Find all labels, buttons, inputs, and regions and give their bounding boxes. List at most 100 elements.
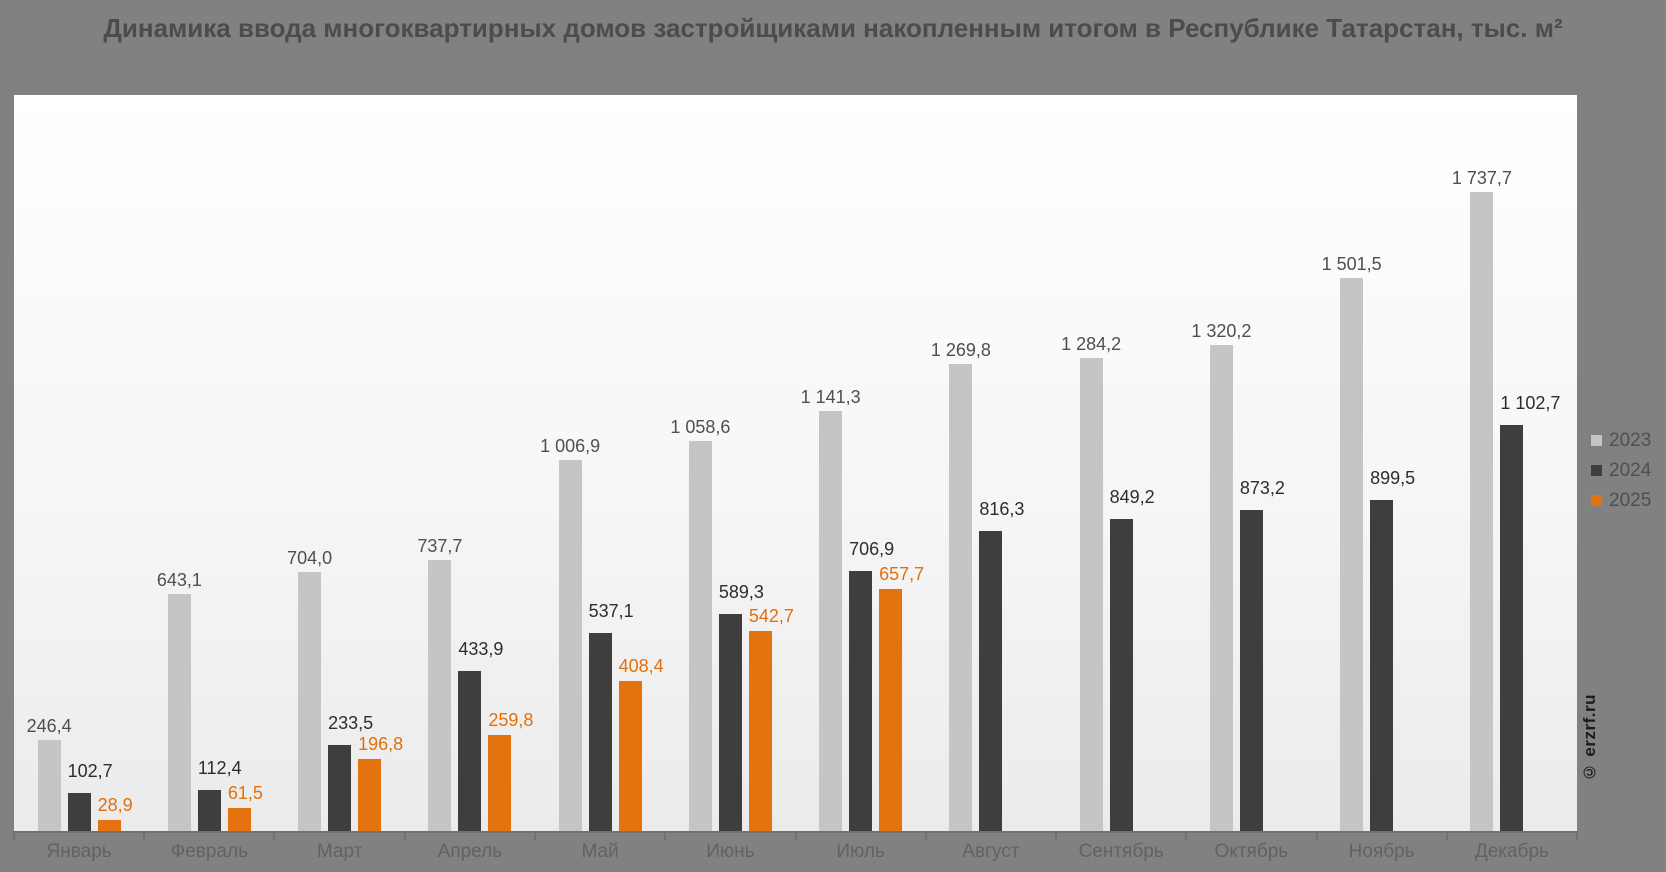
x-axis-label: Май xyxy=(581,841,619,862)
bar-2023 xyxy=(949,363,973,831)
bar-2023 xyxy=(37,740,61,831)
bar-slot-2024: 849,2 xyxy=(1109,95,1155,831)
watermark: © erzrf.ru xyxy=(1580,694,1599,782)
value-label-2024: 899,5 xyxy=(1370,467,1416,488)
bar-groups: 246,4 102,7 28,9 643,1 112,4 61,5 704,0 233,5 19… xyxy=(14,95,1577,831)
bar-slot-2025: 61,5 xyxy=(227,95,263,831)
bar-slot-2023: 1 058,6 xyxy=(670,95,730,831)
bar-2023 xyxy=(1340,278,1364,831)
bar-slot-2025 xyxy=(1400,95,1423,831)
value-label-2023: 1 269,8 xyxy=(930,339,991,360)
bar-slot-2023: 1 269,8 xyxy=(931,95,991,831)
value-label-2023: 1 141,3 xyxy=(800,387,861,408)
legend-swatch-icon xyxy=(1591,495,1602,506)
bar-slot-2023: 1 737,7 xyxy=(1452,95,1512,831)
value-label-2025: 61,5 xyxy=(227,783,263,804)
bar-2025 xyxy=(879,588,903,831)
bar-2024 xyxy=(979,530,1003,831)
value-label-2023: 643,1 xyxy=(156,570,202,591)
legend: 2023 2024 2025 xyxy=(1591,431,1651,510)
bar-slot-2024: 589,3 xyxy=(718,95,764,831)
bar-slot-2024: 112,4 xyxy=(197,95,242,831)
bar-2025 xyxy=(358,758,382,831)
bar-group-9: 1 284,2 849,2 xyxy=(1056,95,1186,831)
x-axis-labels: Январь Февраль Март Апрель Май Июнь Июль Август… xyxy=(14,841,1577,863)
bar-2024 xyxy=(1500,425,1524,831)
axis-tick xyxy=(1054,831,1057,840)
x-axis-label: Февраль xyxy=(170,841,248,862)
axis-tick xyxy=(403,831,406,840)
bar-slot-2024: 899,5 xyxy=(1370,95,1415,831)
legend-item-2025[interactable]: 2025 xyxy=(1591,491,1651,510)
legend-item-2024[interactable]: 2024 xyxy=(1591,461,1651,480)
x-axis-label: Сентябрь xyxy=(1078,841,1164,862)
value-label-2024: 816,3 xyxy=(979,498,1025,519)
x-axis-label: Март xyxy=(316,841,363,862)
value-label-2024: 433,9 xyxy=(458,639,504,660)
value-label-2023: 1 737,7 xyxy=(1451,167,1512,188)
bar-2023 xyxy=(298,571,322,831)
value-label-2025: 657,7 xyxy=(879,563,925,584)
bar-slot-2023: 704,0 xyxy=(287,95,332,831)
bar-slot-2023: 246,4 xyxy=(27,95,72,831)
bar-slot-2023: 1 006,9 xyxy=(540,95,600,831)
value-label-2023: 704,0 xyxy=(287,547,333,568)
bar-slot-2025: 28,9 xyxy=(97,95,133,831)
value-label-2023: 737,7 xyxy=(417,535,463,556)
axis-tick xyxy=(143,831,146,840)
bar-slot-2024: 873,2 xyxy=(1239,95,1285,831)
bar-slot-2024: 1 102,7 xyxy=(1500,95,1560,831)
bar-slot-2024: 816,3 xyxy=(979,95,1024,831)
x-axis-label: Апрель xyxy=(437,841,503,862)
x-axis-label: Декабрь xyxy=(1474,841,1549,862)
bar-slot-2023: 1 501,5 xyxy=(1322,95,1382,831)
bar-2024 xyxy=(718,614,742,831)
value-label-2025: 408,4 xyxy=(618,655,664,676)
x-axis-label: Август xyxy=(962,841,1020,862)
bar-slot-2024: 706,9 xyxy=(849,95,894,831)
bar-2024 xyxy=(1239,509,1263,831)
value-label-2024: 589,3 xyxy=(718,582,764,603)
axis-tick xyxy=(13,831,15,840)
bar-2024 xyxy=(1370,499,1394,831)
bar-2025 xyxy=(748,631,772,831)
bar-slot-2025 xyxy=(1270,95,1293,831)
bar-2024 xyxy=(1109,518,1133,831)
bar-2025 xyxy=(227,808,251,831)
bar-slot-2025 xyxy=(1530,95,1553,831)
legend-label: 2024 xyxy=(1609,460,1652,481)
axis-tick xyxy=(794,831,797,840)
bar-2024 xyxy=(458,671,482,831)
value-label-2024: 706,9 xyxy=(849,538,895,559)
x-axis-label: Октябрь xyxy=(1214,841,1289,862)
bar-slot-2023: 1 320,2 xyxy=(1191,95,1251,831)
value-label-2024: 233,5 xyxy=(328,713,374,734)
axis-tick xyxy=(273,831,276,840)
axis-tick xyxy=(1185,831,1188,840)
bar-group-2: 643,1 112,4 61,5 xyxy=(144,95,274,831)
plot-area: 246,4 102,7 28,9 643,1 112,4 61,5 704,0 233,5 19… xyxy=(13,95,1578,840)
bar-2025 xyxy=(97,820,121,831)
bar-2024 xyxy=(67,793,91,831)
bar-2024 xyxy=(588,633,612,831)
x-axis-label: Ноябрь xyxy=(1348,841,1415,862)
axis-tick xyxy=(1576,831,1578,840)
legend-item-2023[interactable]: 2023 xyxy=(1591,431,1651,450)
bar-slot-2025: 657,7 xyxy=(879,95,924,831)
value-label-2023: 246,4 xyxy=(26,716,72,737)
bar-slot-2025: 259,8 xyxy=(488,95,533,831)
x-axis-label: Июнь xyxy=(706,841,755,862)
bar-group-5: 1 006,9 537,1 408,4 xyxy=(535,95,665,831)
x-axis-label: Июль xyxy=(836,841,885,862)
legend-swatch-icon xyxy=(1591,435,1602,446)
bar-2023 xyxy=(1470,191,1494,831)
axis-tick xyxy=(924,831,927,840)
bar-group-12: 1 737,7 1 102,7 xyxy=(1447,95,1577,831)
bar-slot-2023: 1 284,2 xyxy=(1061,95,1121,831)
bar-group-4: 737,7 433,9 259,8 xyxy=(405,95,535,831)
bar-2023 xyxy=(819,411,843,831)
value-label-2025: 542,7 xyxy=(748,606,794,627)
bar-slot-2024: 537,1 xyxy=(588,95,634,831)
value-label-2025: 28,9 xyxy=(97,795,133,816)
